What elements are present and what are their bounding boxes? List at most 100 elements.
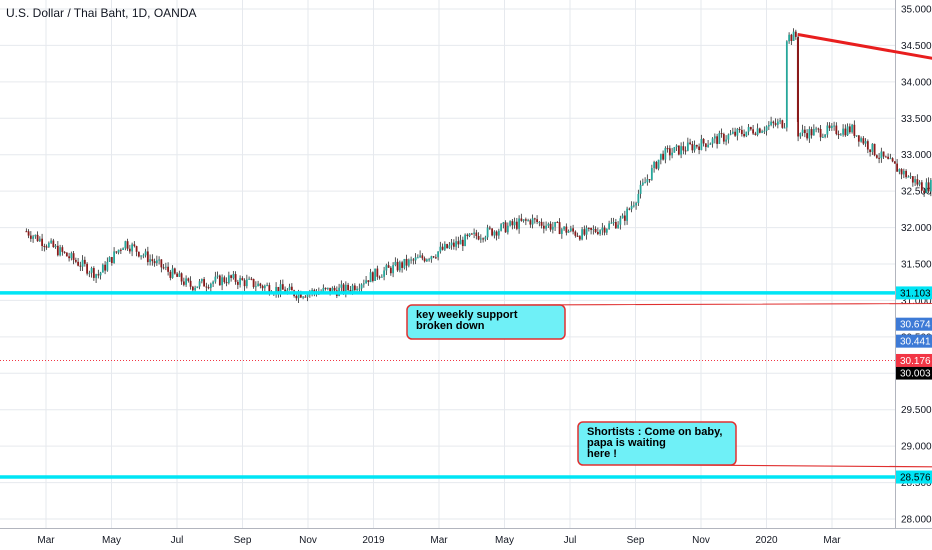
candle-body: [302, 296, 304, 298]
candle-body: [727, 134, 730, 140]
candle-body: [344, 284, 347, 293]
candle-body: [639, 184, 642, 194]
candle-body: [135, 246, 138, 252]
candle-body: [693, 145, 696, 151]
candle-body: [68, 256, 70, 259]
candle-body: [619, 218, 622, 225]
candle-body: [90, 268, 93, 273]
weekly-support-note-line: key weekly support: [416, 309, 518, 321]
candle-body: [299, 292, 302, 298]
candle-body: [79, 265, 82, 267]
candle-body: [245, 279, 248, 287]
candle-body: [792, 31, 795, 41]
candle-body: [423, 258, 426, 262]
candle-body: [378, 276, 381, 278]
candle-body: [182, 281, 185, 285]
candle-body: [349, 290, 352, 292]
candle-body: [86, 263, 88, 274]
candle-body: [322, 287, 325, 292]
candle-body: [648, 179, 651, 181]
candle-body: [538, 221, 541, 223]
candle-body: [790, 34, 793, 41]
candle-body: [56, 245, 59, 256]
candle-body: [695, 145, 698, 147]
candle-body: [837, 134, 840, 136]
candle-body: [594, 228, 597, 232]
candle-body: [585, 227, 588, 235]
candle-body: [441, 246, 444, 250]
candle-body: [482, 238, 484, 240]
candle-body: [569, 228, 572, 231]
candle-body: [612, 222, 615, 224]
candle-body: [846, 126, 849, 136]
candle-body: [281, 284, 284, 290]
candle-body: [925, 182, 928, 193]
candle-body: [128, 248, 131, 252]
candle-body: [133, 244, 136, 247]
candle-body: [266, 285, 268, 287]
candle-body: [403, 258, 406, 268]
candle-body: [194, 287, 196, 291]
x-tick-label: May: [495, 535, 514, 546]
candle-body: [686, 142, 689, 151]
candle-body: [635, 203, 637, 206]
candle-body: [106, 261, 109, 271]
candle-body: [126, 241, 129, 249]
candle-body: [659, 153, 662, 160]
candle-body: [864, 141, 867, 144]
candle-body: [702, 138, 705, 144]
candle-body: [72, 253, 75, 260]
candle-body: [74, 259, 77, 262]
candle-body: [533, 218, 536, 220]
candle-body: [756, 128, 759, 135]
candle-body: [342, 284, 345, 293]
candle-body: [209, 283, 212, 288]
candle-body: [918, 182, 921, 185]
candle-body: [227, 275, 230, 284]
candle-body: [576, 235, 579, 237]
candle-body: [360, 284, 363, 289]
candle-body: [279, 284, 282, 294]
x-tick-label: Sep: [234, 535, 252, 546]
candle-body: [815, 128, 817, 130]
candle-body: [115, 251, 118, 253]
candle-body: [824, 134, 826, 137]
candle-body: [473, 232, 475, 235]
candle-body: [914, 179, 916, 183]
candle-body: [410, 259, 412, 261]
candle-body: [653, 161, 655, 169]
candle-body: [673, 147, 676, 153]
candle-body: [898, 169, 901, 172]
candle-body: [882, 151, 885, 157]
candle-body: [545, 225, 547, 229]
candle-body: [459, 239, 462, 245]
candle-body: [88, 272, 91, 274]
candle-body: [497, 230, 500, 236]
candle-body: [466, 234, 469, 237]
candle-body: [835, 125, 838, 135]
level-30-674-badge: 30.674: [896, 317, 932, 331]
candle-body: [383, 270, 385, 277]
candle-body: [54, 245, 57, 248]
candle-body: [799, 133, 802, 137]
candle-body: [446, 244, 448, 249]
current-price-badge: 30.176: [896, 353, 932, 367]
candle-body: [425, 259, 428, 262]
candle-body: [862, 138, 865, 144]
candle-body: [774, 123, 777, 125]
candle-body: [817, 128, 820, 130]
candle-body: [205, 286, 208, 288]
candle-body: [77, 261, 79, 266]
candle-body: [911, 176, 914, 183]
candle-body: [722, 133, 725, 142]
candle-body: [61, 247, 64, 252]
candle-body: [407, 259, 410, 266]
candle-body: [146, 251, 149, 263]
candle-body: [860, 138, 862, 142]
candle-body: [698, 146, 700, 151]
y-tick-label: 32.500: [901, 187, 932, 198]
candle-body: [36, 234, 39, 242]
candle-body: [198, 281, 201, 287]
candle-body: [767, 125, 770, 127]
